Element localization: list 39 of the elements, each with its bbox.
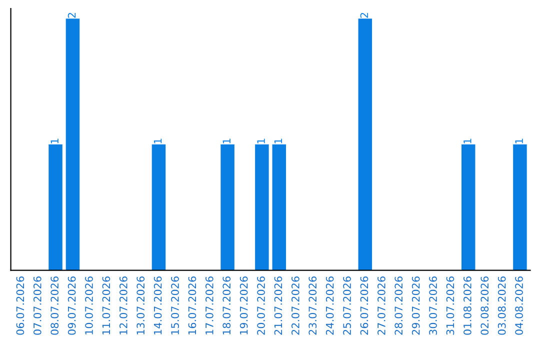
x-tick-label: 19.07.2026 xyxy=(240,276,248,334)
x-tick-label: 21.07.2026 xyxy=(274,276,282,335)
x-tick-label: 30.07.2026 xyxy=(429,276,437,335)
x-tick-label: 20.07.2026 xyxy=(257,276,265,335)
x-tick-label: 03.08.2026 xyxy=(498,276,506,335)
x-tick-label: 04.08.2026 xyxy=(515,276,523,335)
x-tick-label: 15.07.2026 xyxy=(171,276,179,334)
x-tick-label: 02.08.2026 xyxy=(480,276,489,335)
x-tick-label: 07.07.2026 xyxy=(33,276,42,335)
data-label: 2 xyxy=(360,12,368,18)
x-tick-label: 22.07.2026 xyxy=(291,276,300,335)
x-tick-label: 09.07.2026 xyxy=(68,276,76,335)
x-tick-label: 08.07.2026 xyxy=(50,276,59,335)
data-label: 1 xyxy=(222,138,230,144)
data-label: 1 xyxy=(464,138,472,144)
x-tick-label: 17.07.2026 xyxy=(205,276,214,334)
x-tick-label: 31.07.2026 xyxy=(446,276,454,335)
x-tick-label: 26.07.2026 xyxy=(360,276,368,335)
x-tick-label: 25.07.2026 xyxy=(343,276,351,335)
data-label: 1 xyxy=(274,138,282,144)
x-tick-label: 10.07.2026 xyxy=(85,276,93,334)
x-tick-label: 13.07.2026 xyxy=(136,276,145,334)
x-tick-label: 11.07.2026 xyxy=(102,276,110,334)
x-tick-label: 23.07.2026 xyxy=(308,276,317,335)
data-label: 2 xyxy=(68,12,76,18)
data-label: 1 xyxy=(154,138,162,144)
x-tick-label: 01.08.2026 xyxy=(464,276,472,335)
data-label: 1 xyxy=(515,138,523,144)
x-tick-label: 28.07.2026 xyxy=(394,276,403,335)
x-tick-label: 29.07.2026 xyxy=(412,276,420,335)
x-tick-label: 27.07.2026 xyxy=(377,276,386,335)
x-tick-label: 14.07.2026 xyxy=(154,276,162,334)
x-tick-label: 12.07.2026 xyxy=(119,276,128,334)
data-label: 1 xyxy=(257,138,265,144)
x-tick-label: 18.07.2026 xyxy=(222,276,231,334)
x-tick-label: 16.07.2026 xyxy=(188,276,196,334)
x-tick-label: 24.07.2026 xyxy=(326,276,334,335)
data-label: 1 xyxy=(50,138,58,144)
x-tick-label: 06.07.2026 xyxy=(16,276,24,335)
